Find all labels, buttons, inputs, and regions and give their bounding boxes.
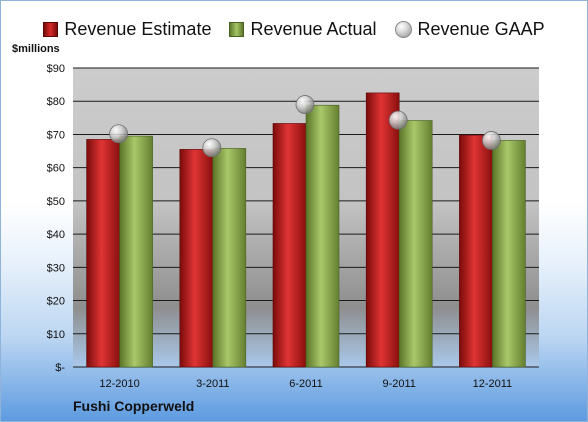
legend-label-estimate: Revenue Estimate xyxy=(64,18,212,39)
y-tick-label: $40 xyxy=(47,229,65,241)
y-tick-label: $70 xyxy=(47,129,65,141)
bar-revenue-estimate xyxy=(459,134,493,368)
bar-revenue-actual xyxy=(119,135,153,368)
x-tick-label: 3-2011 xyxy=(196,378,229,390)
legend-swatch-estimate xyxy=(43,21,59,37)
y-tick-label: $80 xyxy=(47,96,65,108)
y-tick-label: $30 xyxy=(47,262,65,274)
y-tick-label: $10 xyxy=(47,329,65,341)
x-tick-label: 12-2011 xyxy=(473,378,513,390)
legend-item-actual: Revenue Actual xyxy=(229,18,377,40)
legend-swatch-actual xyxy=(229,21,245,37)
gaap-markers xyxy=(109,95,501,158)
bar-revenue-estimate xyxy=(86,139,120,368)
marker-revenue-gaap xyxy=(388,110,408,130)
y-tick-label: $50 xyxy=(47,196,65,208)
marker-revenue-gaap xyxy=(202,138,222,158)
bar-revenue-estimate xyxy=(365,92,400,368)
legend-item-gaap: Revenue GAAP xyxy=(394,18,545,40)
bar-revenue-estimate xyxy=(272,123,307,368)
legend-item-estimate: Revenue Estimate xyxy=(43,19,211,40)
x-tick-label: 9-2011 xyxy=(382,378,415,390)
bar-revenue-actual xyxy=(398,120,433,368)
x-tick-label: 12-2010 xyxy=(99,378,139,390)
y-axis-ticks: $- $10 $20 $30 $40 $50 $60 $70 $80 $90 xyxy=(47,63,66,374)
legend-label-gaap: Revenue GAAP xyxy=(417,18,545,39)
y-tick-label: $20 xyxy=(47,296,65,308)
bars xyxy=(86,92,526,368)
bar-revenue-actual xyxy=(212,148,247,368)
x-axis-ticks: 12-2010 3-2011 6-2011 9-2011 12-2011 xyxy=(99,378,512,390)
marker-revenue-gaap xyxy=(109,124,128,144)
bar-revenue-actual xyxy=(305,104,340,368)
marker-revenue-gaap xyxy=(481,131,501,150)
y-tick-label: $- xyxy=(55,362,65,374)
x-tick-label: 6-2011 xyxy=(289,378,322,390)
chart-legend: Revenue Estimate Revenue Actual Revenue … xyxy=(0,14,588,44)
bar-revenue-estimate xyxy=(179,149,214,368)
bar-revenue-actual xyxy=(492,140,526,368)
legend-swatch-gaap xyxy=(394,20,412,38)
legend-label-actual: Revenue Actual xyxy=(250,18,377,39)
company-name: Fushi Copperweld xyxy=(73,398,195,414)
marker-revenue-gaap xyxy=(295,95,315,114)
y-tick-label: $60 xyxy=(47,163,65,175)
y-axis-unit-label: $millions xyxy=(12,43,60,55)
y-tick-label: $90 xyxy=(47,63,65,75)
